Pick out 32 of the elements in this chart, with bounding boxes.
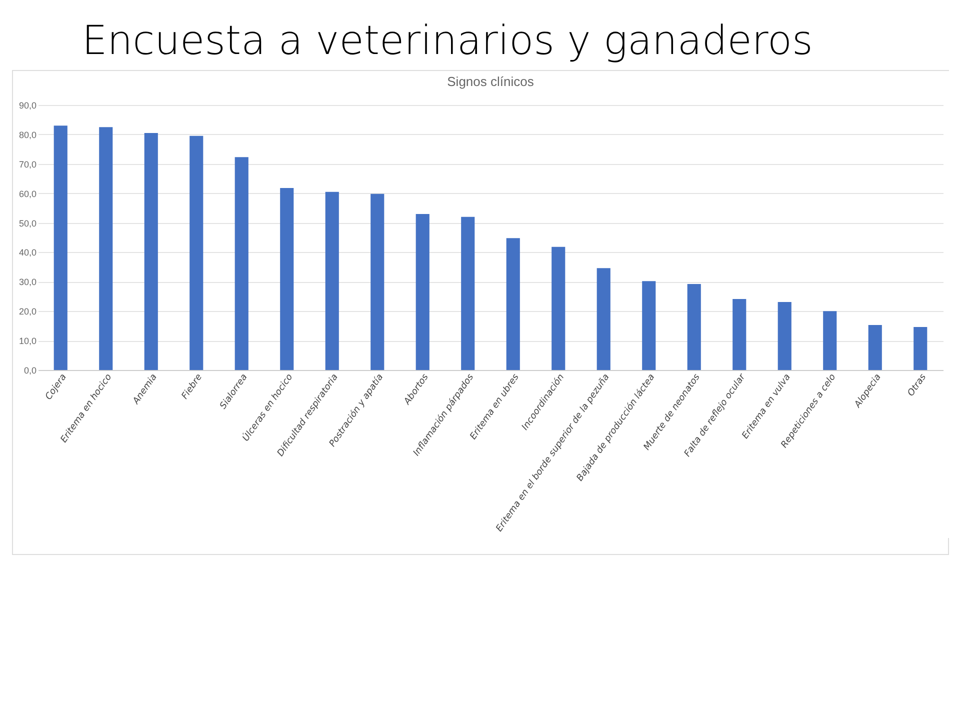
chart-title: Encuesta a veterinarios y ganaderos [82,18,814,64]
y-tick-label: 50,0 [18,218,36,228]
bar [687,284,701,370]
bar [461,216,475,370]
bar [778,302,792,370]
bar [416,214,430,370]
bar [280,188,294,370]
bar [325,192,339,370]
bar [914,327,928,370]
y-tick-label: 60,0 [18,188,36,199]
bar [596,268,610,370]
y-tick-label: 90,0 [18,100,36,110]
y-tick-label: 30,0 [18,277,36,288]
bar [99,127,113,370]
bar [506,238,520,370]
bar [732,299,746,370]
bar [144,132,158,370]
bar [552,246,566,370]
y-tick-label: 70,0 [18,159,36,170]
y-tick-label: 80,0 [18,130,36,140]
bar [823,311,837,370]
chart-subtitle: Signos clínicos [447,74,534,89]
y-tick-label: 20,0 [18,306,36,317]
y-tick-label: 40,0 [18,248,36,258]
bar [370,194,384,370]
bar [234,157,248,370]
y-tick-label: 0,0 [24,366,36,376]
bar [54,126,68,370]
bar [190,136,204,370]
bar [868,324,882,370]
bar [642,281,656,370]
y-tick-label: 10,0 [18,336,36,346]
